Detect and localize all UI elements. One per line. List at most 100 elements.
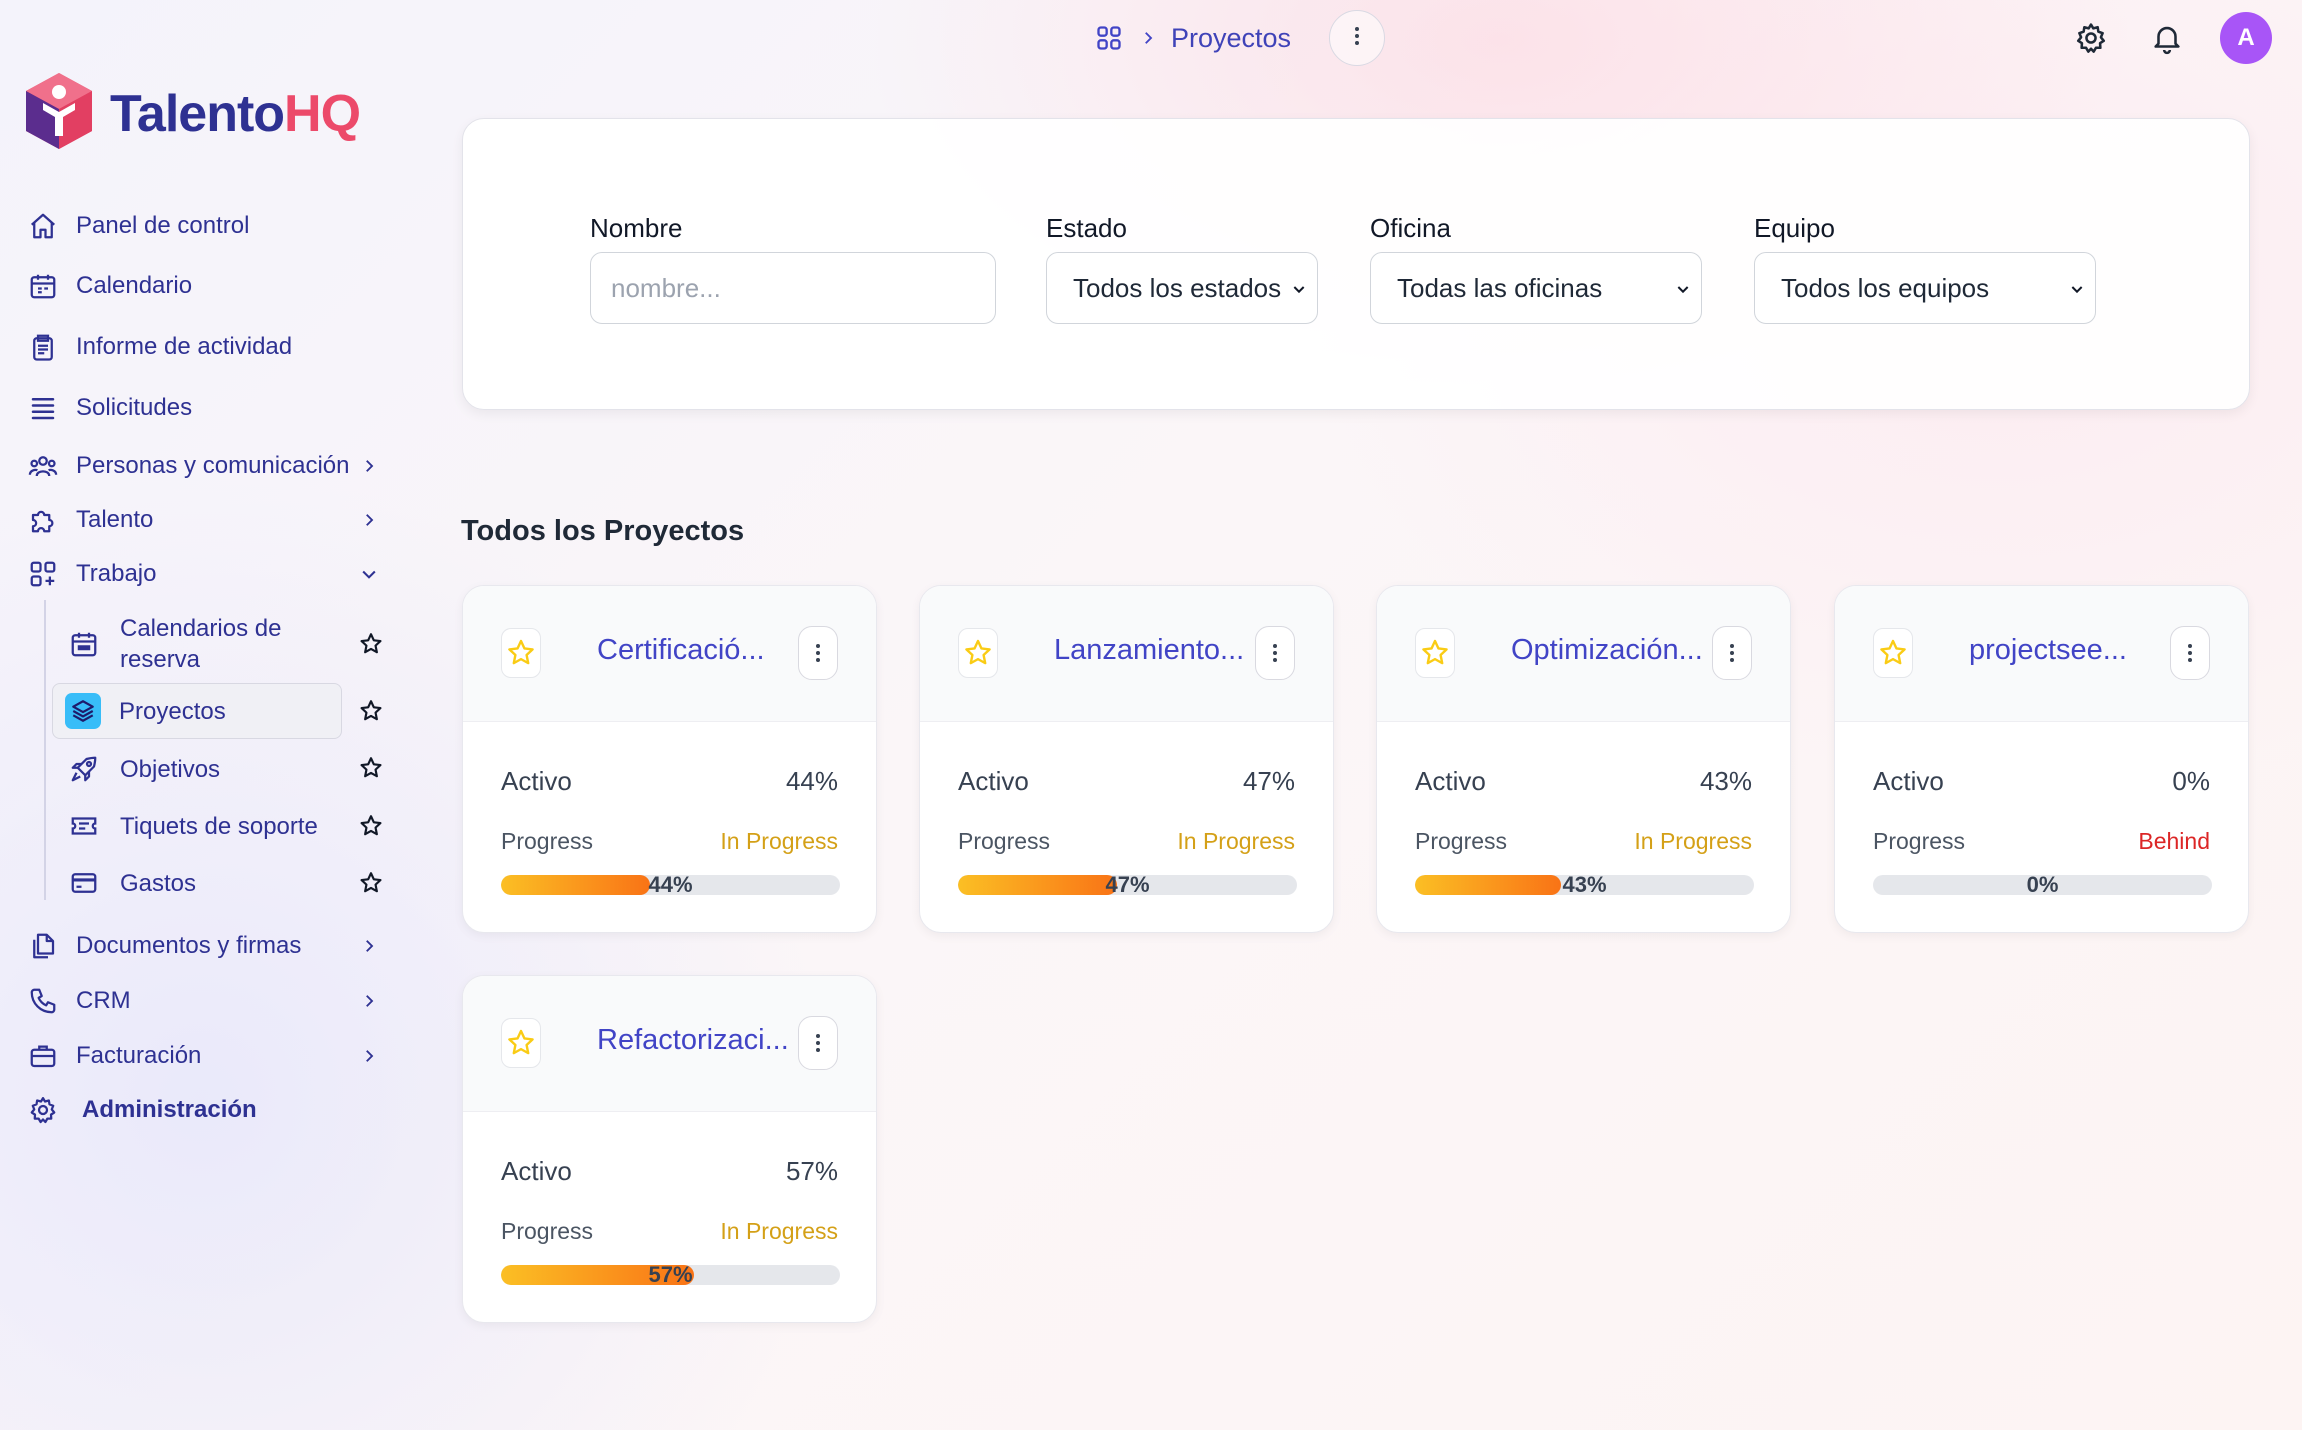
favorite-star-icon[interactable] xyxy=(501,1018,541,1068)
chevron-right-icon[interactable] xyxy=(356,453,382,479)
sidebar-item-activity-report[interactable]: Informe de actividad xyxy=(26,323,292,371)
sidebar-item-documents[interactable]: Documentos y firmas xyxy=(26,922,301,970)
progress-label: Progress xyxy=(501,828,594,854)
more-vertical-icon xyxy=(1354,26,1360,51)
sidebar-item-talent[interactable]: Talento xyxy=(26,496,153,544)
apps-grid-icon[interactable] xyxy=(1093,22,1125,54)
sidebar-item-label: Trabajo xyxy=(76,560,157,587)
favorite-star-icon[interactable] xyxy=(356,753,386,783)
sidebar-subitem-expenses[interactable]: Gastos xyxy=(52,858,342,908)
project-percent: 47% xyxy=(1242,766,1295,796)
office-select[interactable]: Todas las oficinas xyxy=(1370,252,1702,324)
sidebar-item-people[interactable]: Personas y comunicación xyxy=(26,442,349,490)
notification-bell-icon[interactable] xyxy=(2144,12,2190,64)
project-name-link[interactable]: Refactorizaci... xyxy=(597,1024,789,1056)
sidebar-item-work[interactable]: Trabajo xyxy=(26,550,156,598)
project-more-button[interactable] xyxy=(798,626,838,680)
progress-label: Progress xyxy=(1873,828,1966,854)
sidebar-item-dashboard[interactable]: Panel de control xyxy=(26,202,249,250)
project-name-link[interactable]: Certificació... xyxy=(597,634,765,666)
home-icon xyxy=(26,209,60,243)
sidebar-item-requests[interactable]: Solicitudes xyxy=(26,384,192,432)
project-status: Activo xyxy=(958,766,1029,796)
progress-bar-fill xyxy=(501,875,651,895)
user-avatar[interactable]: A xyxy=(2220,12,2272,64)
team-select[interactable]: Todos los equipos xyxy=(1754,252,2096,324)
project-percent: 43% xyxy=(1699,766,1752,796)
progress-bar: 47% xyxy=(958,875,1297,895)
favorite-star-icon[interactable] xyxy=(1415,628,1455,678)
filter-office-group: Oficina Todas las oficinas xyxy=(1370,213,1702,324)
progress-label: Progress xyxy=(958,828,1051,854)
submenu-guide-line xyxy=(44,600,46,900)
breadcrumb-current[interactable]: Proyectos xyxy=(1171,22,1292,53)
documents-icon xyxy=(26,929,60,963)
gear-icon xyxy=(26,1093,60,1127)
filter-name-label: Nombre xyxy=(590,213,683,243)
sidebar-subitem-booking-calendars[interactable]: Calendarios de reserva xyxy=(52,610,342,678)
sidebar-item-calendar[interactable]: Calendario xyxy=(26,262,192,310)
sidebar-subitem-objectives[interactable]: Objetivos xyxy=(52,744,342,794)
project-card[interactable]: Optimización... Activo 43% Progress In P… xyxy=(1376,585,1791,933)
top-actions: A xyxy=(2068,12,2272,64)
team-select-value: Todos los equipos xyxy=(1781,272,1990,303)
progress-bar: 44% xyxy=(501,875,840,895)
settings-gear-icon[interactable] xyxy=(2068,12,2114,64)
chevron-right-icon[interactable] xyxy=(356,988,382,1014)
project-name-link[interactable]: projectsee... xyxy=(1969,634,2127,666)
briefcase-icon xyxy=(26,1039,60,1073)
favorite-star-icon[interactable] xyxy=(356,696,386,726)
name-search-input[interactable] xyxy=(590,252,996,324)
favorite-star-icon[interactable] xyxy=(356,868,386,898)
progress-state: Behind xyxy=(2138,828,2210,854)
chevron-down-icon xyxy=(1675,273,1691,304)
puzzle-icon xyxy=(26,503,60,537)
sidebar-item-label: CRM xyxy=(76,987,131,1014)
project-name-link[interactable]: Optimización... xyxy=(1511,634,1703,666)
progress-bar-fill xyxy=(958,875,1118,895)
project-name-link[interactable]: Lanzamiento... xyxy=(1054,634,1245,666)
project-percent: 44% xyxy=(785,766,838,796)
layers-icon xyxy=(65,693,101,729)
sidebar-item-label: Calendarios de reserva xyxy=(120,615,282,673)
calendar-icon xyxy=(26,269,60,303)
project-more-button[interactable] xyxy=(798,1016,838,1070)
project-card[interactable]: Certificació... Activo 44% Progress In P… xyxy=(462,585,877,933)
status-select[interactable]: Todos los estados xyxy=(1046,252,1318,324)
sidebar-item-label: Talento xyxy=(76,506,154,533)
favorite-star-icon[interactable] xyxy=(1873,628,1913,678)
project-card[interactable]: Lanzamiento... Activo 47% Progress In Pr… xyxy=(919,585,1334,933)
filter-status-label: Estado xyxy=(1046,213,1127,243)
project-more-button[interactable] xyxy=(2170,626,2210,680)
sidebar-subitem-projects[interactable]: Proyectos xyxy=(52,683,342,739)
chevron-right-icon[interactable] xyxy=(356,1043,382,1069)
sidebar-item-label: Gastos xyxy=(120,869,197,897)
sidebar-item-label: Personas y comunicación xyxy=(76,452,350,479)
project-status: Activo xyxy=(1415,766,1486,796)
sidebar-item-label: Administración xyxy=(82,1096,257,1123)
project-card[interactable]: Refactorizaci... Activo 57% Progress In … xyxy=(462,975,877,1323)
favorite-star-icon[interactable] xyxy=(356,629,386,659)
chevron-right-icon[interactable] xyxy=(356,933,382,959)
filter-status-group: Estado Todos los estados xyxy=(1046,213,1318,324)
favorite-star-icon[interactable] xyxy=(501,628,541,678)
project-more-button[interactable] xyxy=(1255,626,1295,680)
favorite-star-icon[interactable] xyxy=(958,628,998,678)
report-icon xyxy=(26,330,60,364)
progress-bar-text: 0% xyxy=(2026,875,2059,895)
office-select-value: Todas las oficinas xyxy=(1397,272,1603,303)
sidebar-subitem-support-tickets[interactable]: Tiquets de soporte xyxy=(52,801,342,851)
breadcrumb: Proyectos xyxy=(1093,18,1291,58)
sidebar-item-crm[interactable]: CRM xyxy=(26,977,131,1025)
progress-label: Progress xyxy=(1415,828,1508,854)
favorite-star-icon[interactable] xyxy=(356,811,386,841)
chevron-down-icon[interactable] xyxy=(356,561,382,587)
project-card[interactable]: projectsee... Activo 0% Progress Behind … xyxy=(1834,585,2249,933)
sidebar-item-billing[interactable]: Facturación xyxy=(26,1032,201,1080)
breadcrumb-more-button[interactable] xyxy=(1329,10,1385,66)
chevron-right-icon[interactable] xyxy=(356,507,382,533)
project-more-button[interactable] xyxy=(1712,626,1752,680)
sidebar-item-administration[interactable]: Administración xyxy=(26,1086,257,1134)
logo[interactable]: TalentoHQ xyxy=(22,70,361,157)
people-icon xyxy=(26,449,60,483)
